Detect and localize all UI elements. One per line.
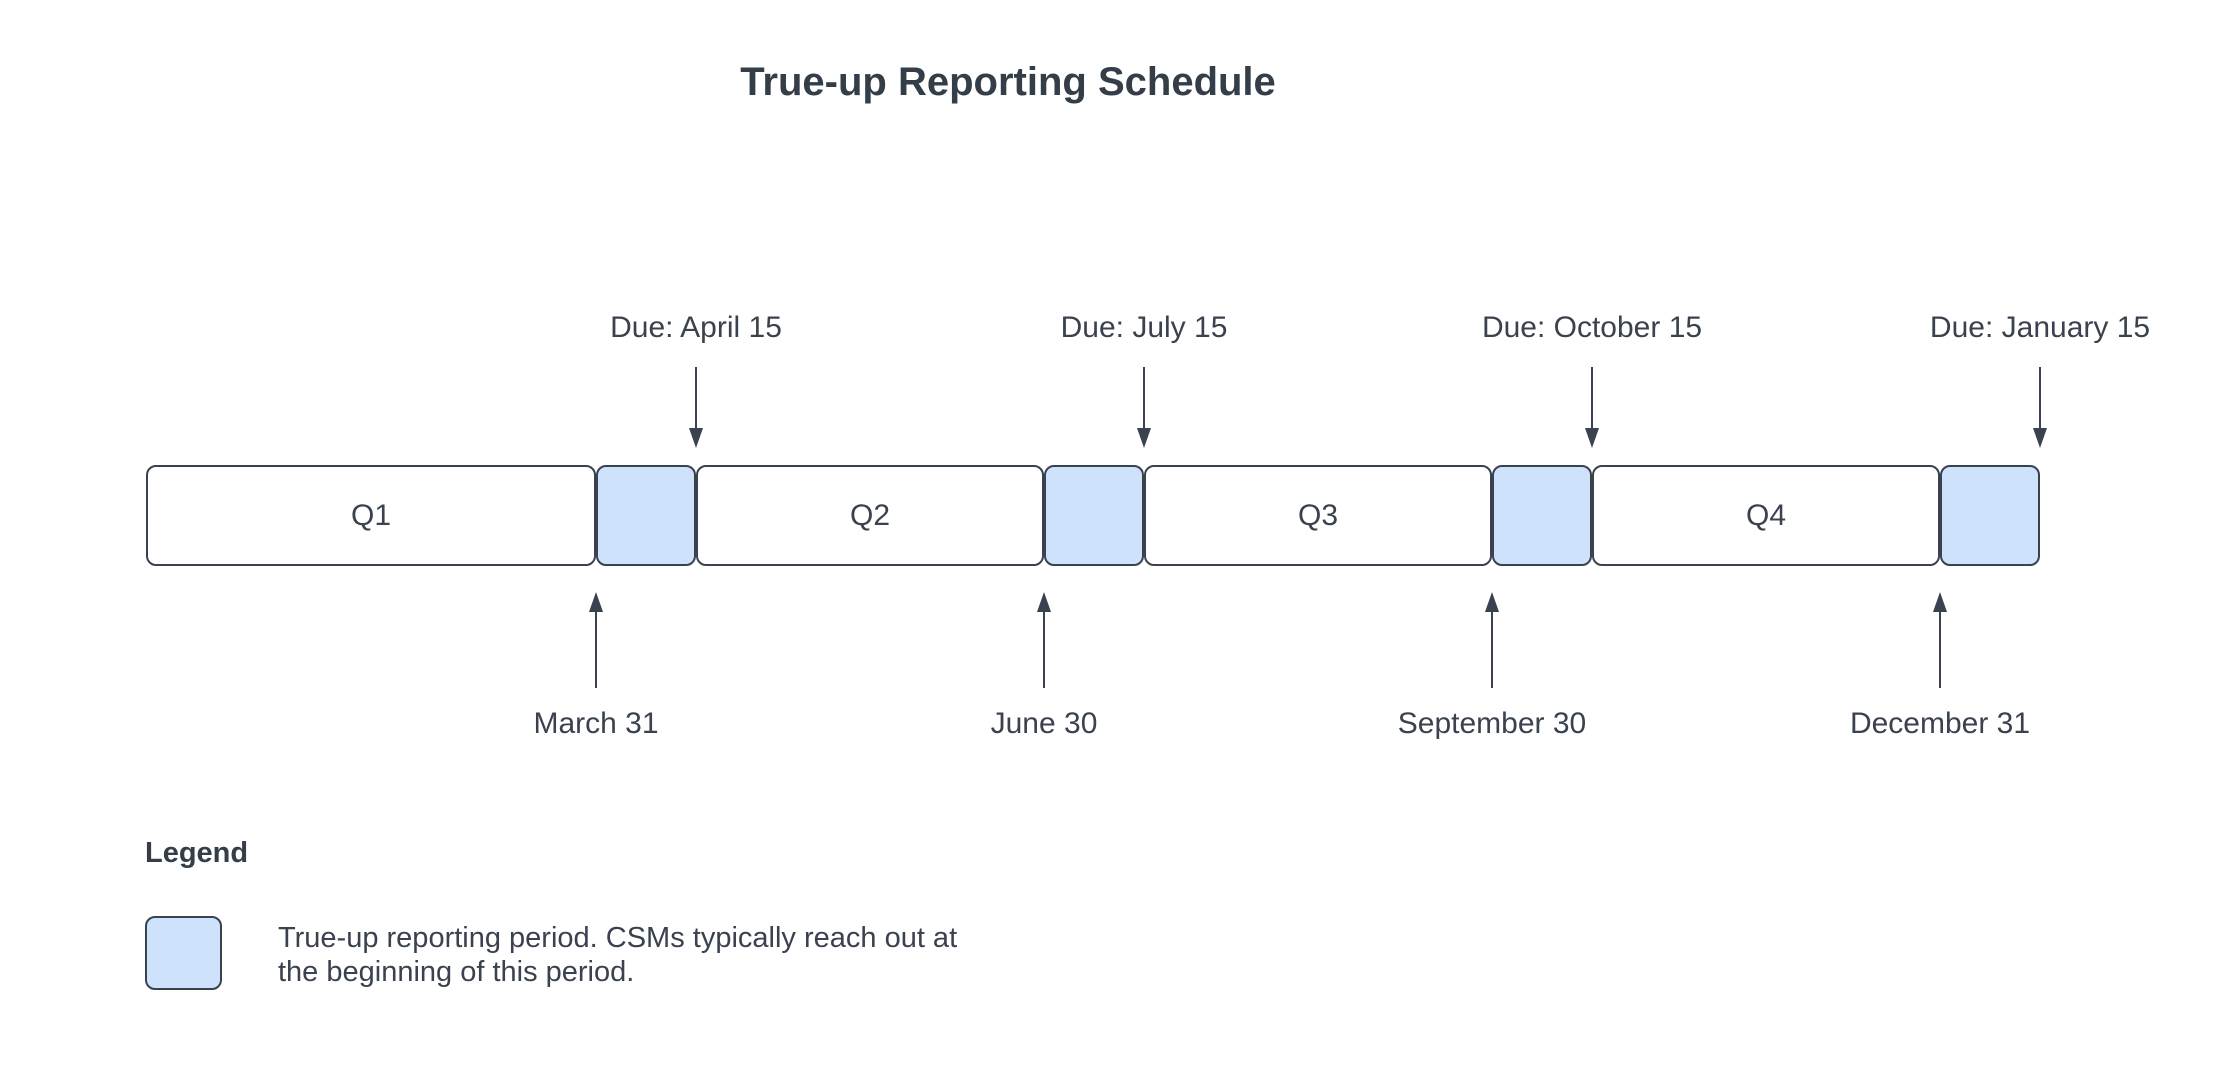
- quarter-label: Q2: [849, 498, 891, 532]
- arrow-down-icon: [1137, 428, 1151, 448]
- legend-heading: Legend: [145, 837, 249, 869]
- arrow-up-line: [1043, 610, 1045, 688]
- quarter-box-q1: Q1: [146, 465, 596, 566]
- arrow-up-line: [1491, 610, 1493, 688]
- arrow-up-line: [595, 610, 597, 688]
- legend-description-line-1: True-up reporting period. CSMs typically…: [278, 922, 958, 954]
- trueup-period-box-3: [1492, 465, 1592, 566]
- legend-description: True-up reporting period. CSMs typically…: [278, 921, 957, 989]
- legend-description-line-2: the beginning of this period.: [278, 956, 635, 988]
- quarter-box-q2: Q2: [696, 465, 1044, 566]
- arrow-down-icon: [689, 428, 703, 448]
- quarter-box-q3: Q3: [1144, 465, 1492, 566]
- quarter-end-label-december: December 31: [1849, 707, 2031, 740]
- due-label-april: Due: April 15: [610, 311, 782, 344]
- due-label-january: Due: January 15: [1929, 311, 2151, 344]
- trueup-period-box-1: [596, 465, 696, 566]
- quarter-label: Q3: [1297, 498, 1339, 532]
- arrow-down-icon: [2033, 428, 2047, 448]
- quarter-end-label-march: March 31: [533, 707, 659, 740]
- arrow-up-icon: [1485, 592, 1499, 612]
- trueup-period-box-4: [1940, 465, 2040, 566]
- diagram-title: True-up Reporting Schedule: [740, 60, 1276, 104]
- quarter-end-label-june: June 30: [990, 707, 1098, 740]
- arrow-down-icon: [1585, 428, 1599, 448]
- arrow-down-line: [695, 367, 697, 429]
- quarter-label: Q4: [1745, 498, 1787, 532]
- arrow-up-icon: [1037, 592, 1051, 612]
- arrow-up-icon: [589, 592, 603, 612]
- due-label-october: Due: October 15: [1481, 311, 1703, 344]
- quarter-box-q4: Q4: [1592, 465, 1940, 566]
- legend-trueup-swatch: [145, 916, 222, 990]
- arrow-down-line: [1143, 367, 1145, 429]
- due-label-july: Due: July 15: [1060, 311, 1228, 344]
- quarter-end-label-september: September 30: [1397, 707, 1587, 740]
- arrow-down-line: [1591, 367, 1593, 429]
- arrow-up-icon: [1933, 592, 1947, 612]
- trueup-period-box-2: [1044, 465, 1144, 566]
- arrow-up-line: [1939, 610, 1941, 688]
- quarter-label: Q1: [350, 498, 392, 532]
- arrow-down-line: [2039, 367, 2041, 429]
